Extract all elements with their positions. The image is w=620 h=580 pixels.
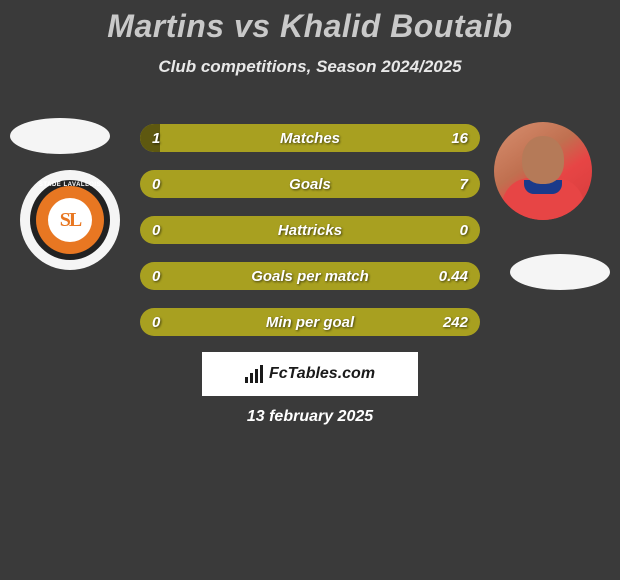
stat-label: Matches [140,124,480,152]
player-photo-head [522,136,564,184]
stat-label: Goals [140,170,480,198]
stat-row: 0Goals7 [140,170,480,198]
stat-row: 0Hattricks0 [140,216,480,244]
stats-container: 1Matches160Goals70Hattricks00Goals per m… [140,124,480,354]
stat-value-right: 0.44 [439,262,468,290]
club-logo-outer-ring: STADE LAVALLOIS SL [30,180,110,260]
stat-row: 0Min per goal242 [140,308,480,336]
stat-label: Hattricks [140,216,480,244]
bars-icon [245,365,263,383]
stat-value-right: 7 [460,170,468,198]
player-right-photo [494,122,592,220]
page-subtitle: Club competitions, Season 2024/2025 [0,57,620,77]
stat-value-right: 0 [460,216,468,244]
date-text: 13 february 2025 [0,408,620,426]
stat-value-right: 242 [443,308,468,336]
stat-row: 0Goals per match0.44 [140,262,480,290]
player-right-placeholder-ellipse [510,254,610,290]
page-title: Martins vs Khalid Boutaib [0,0,620,45]
stat-value-right: 16 [451,124,468,152]
stat-row: 1Matches16 [140,124,480,152]
brand-text: FcTables.com [269,365,375,383]
club-logo-top-text: STADE LAVALLOIS [30,182,110,188]
player-left-club-logo: STADE LAVALLOIS SL [20,170,120,270]
brand-badge: FcTables.com [202,352,418,396]
player-left-placeholder-ellipse [10,118,110,154]
club-logo-monogram: SL [48,198,92,242]
stat-label: Goals per match [140,262,480,290]
stat-label: Min per goal [140,308,480,336]
